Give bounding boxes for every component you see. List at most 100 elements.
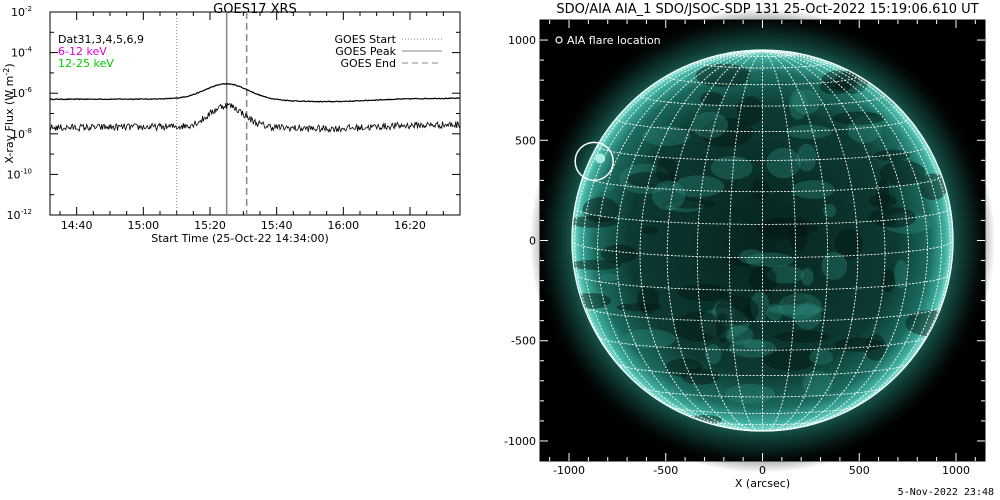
aia-longitude-line: [616, 50, 763, 431]
aia-longitude-line: [762, 50, 886, 431]
aia-texture-blob: [742, 340, 766, 349]
aia-texture-blob: [876, 178, 889, 211]
aia-texture-blob: [700, 91, 724, 106]
xrs-x-ticks: 14:40 15:00 15:20 15:40 16:00 16:20: [59, 12, 444, 232]
aia-texture-blob: [736, 95, 764, 126]
aia-y-tick-label: -500: [511, 335, 536, 348]
xrs-y-tick-exp: -10: [21, 167, 32, 175]
aia-latitude-line: [699, 420, 826, 426]
aia-texture-blob: [766, 147, 801, 179]
aia-x-ticks: -1000 -500 0 500 1000: [549, 20, 976, 477]
aia-texture-blob: [626, 171, 679, 188]
aia-latitude-line: [583, 305, 942, 322]
xrs-x-tick-label: 14:40: [61, 219, 93, 232]
xrs-y-tick-exp: -4: [25, 46, 33, 54]
legend-goes-peak: GOES Peak: [335, 45, 396, 58]
aia-longitude-line: [574, 50, 763, 410]
aia-y-ticks: 1000 500 0 -500 -1000: [504, 34, 985, 448]
aia-longitude-line: [728, 50, 763, 432]
xrs-y-axis-label-main: X-ray Flux (W m: [3, 76, 16, 164]
aia-texture-blob: [571, 216, 619, 228]
aia-longitude-line: [762, 50, 859, 432]
aia-x-tick-label: 1000: [942, 464, 970, 477]
aia-latitude-line: [696, 61, 829, 69]
aia-heliographic-grid: [571, 50, 954, 432]
aia-longitude-line: [597, 50, 763, 429]
aia-texture-blob: [600, 273, 619, 282]
xrs-x-axis-label: Start Time (25-Oct-22 14:34:00): [151, 232, 329, 245]
aia-texture-blob: [834, 228, 863, 260]
aia-texture-blob: [793, 302, 822, 330]
aia-texture-blob: [809, 349, 834, 365]
aia-texture-blob: [621, 329, 676, 349]
aia-longitude-line: [762, 50, 909, 431]
xrs-y-tick-base: 10: [7, 209, 21, 222]
aia-texture-blob: [662, 199, 715, 209]
aia-latitude-line: [668, 405, 857, 414]
xrs-title: GOES17 XRS: [213, 2, 297, 17]
xrs-y-tick-exp: -2: [25, 5, 32, 13]
footer-date: 5-Nov-2022 23:48: [897, 487, 994, 498]
series-line-6-12-kev: [50, 82, 460, 103]
aia-longitude-line: [762, 50, 829, 432]
aia-x-tick-label: 0: [759, 464, 766, 477]
aia-texture-blob: [787, 221, 808, 251]
aia-texture-blob: [766, 303, 784, 322]
aia-y-tick-label: -1000: [504, 435, 536, 448]
aia-texture-blob: [768, 304, 825, 315]
xrs-y-tick-label: 10-12: [7, 208, 32, 222]
aia-texture-blob: [788, 89, 808, 120]
aia-texture-blob: [749, 265, 777, 295]
aia-texture-blob: [691, 111, 728, 139]
xrs-y-tick-label: 10-2: [11, 5, 32, 19]
aia-longitude-line: [639, 50, 763, 431]
aia-texture-blob: [739, 249, 764, 265]
legend-goes-start: GOES Start: [335, 33, 397, 46]
aia-texture-blob: [879, 160, 926, 186]
aia-texture-blob: [821, 70, 860, 91]
aia-texture-blob: [600, 244, 638, 264]
aia-texture-blob: [641, 225, 659, 235]
xrs-x-tick-label: 16:20: [394, 219, 426, 232]
aia-texture-blob: [677, 283, 731, 302]
aia-texture-blob: [710, 156, 753, 180]
legend-band-12-25: 12-25 keV: [58, 57, 114, 70]
aia-longitude-line: [762, 50, 928, 429]
aia-texture-blob: [878, 217, 896, 227]
xrs-y-axis-label-close: ): [3, 63, 16, 67]
aia-texture-blob: [725, 384, 775, 404]
xrs-y-tick-exp: -6: [25, 86, 33, 94]
aia-texture-blob: [681, 368, 720, 385]
aia-legend-symbol: [555, 36, 563, 44]
aia-texture-blob: [746, 252, 794, 268]
xrs-series: [50, 82, 460, 133]
xrs-y-axis-label-sup: -2: [2, 68, 11, 76]
xrs-y-tick-label: 10-4: [11, 46, 33, 60]
aia-flare-location-marker: [574, 141, 614, 182]
aia-texture-blob: [616, 303, 662, 312]
aia-x-axis-label: X (arcsec): [735, 477, 790, 490]
aia-y-tick-label: 1000: [508, 34, 536, 47]
aia-texture-blob: [695, 63, 751, 88]
aia-longitude-line: [582, 50, 763, 426]
aia-texture-blob: [894, 259, 908, 289]
aia-longitude-line: [666, 50, 763, 432]
aia-texture-blob: [651, 180, 686, 211]
aia-texture-blob: [571, 259, 622, 270]
aia-y-tick-label: 0: [529, 235, 536, 248]
xrs-event-lines: [176, 12, 248, 215]
xrs-y-tick-base: 10: [11, 128, 25, 141]
aia-latitude-line: [582, 175, 943, 193]
aia-latitude-line: [617, 363, 908, 377]
legend-goes-end: GOES End: [340, 57, 396, 70]
aia-x-tick-label: -500: [653, 464, 678, 477]
aia-flare-glow: [595, 153, 606, 164]
aia-longitude-line: [762, 50, 943, 426]
aia-limb-circle: [571, 49, 954, 432]
xrs-x-tick-label: 16:00: [327, 219, 359, 232]
aia-texture-blob: [786, 124, 832, 139]
aia-legend-text: AIA flare location: [567, 34, 661, 47]
aia-texture-blob: [874, 149, 910, 162]
aia-texture-blob: [728, 339, 777, 358]
